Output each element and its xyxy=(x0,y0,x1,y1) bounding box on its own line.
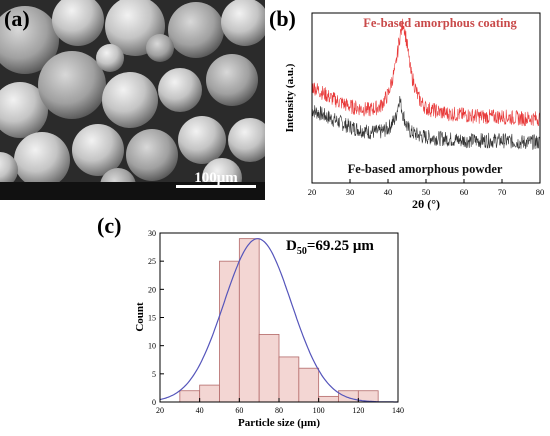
xrd-x-tick-label: 50 xyxy=(422,187,431,197)
xrd-x-tick-label: 60 xyxy=(460,187,469,197)
histogram-x-tick-label: 80 xyxy=(275,406,283,415)
powder-particle xyxy=(96,44,124,72)
powder-particle xyxy=(178,116,226,164)
powder-particle xyxy=(14,132,70,188)
xrd-x-tick-label: 80 xyxy=(536,187,545,197)
xrd-chart-panel: 20 30 40 50 60 70 80 2θ (°) Intensity (a.u.) F… xyxy=(265,0,550,215)
panel-b-label: (b) xyxy=(269,6,296,31)
powder-particle xyxy=(168,2,224,58)
powder-particle xyxy=(38,51,106,119)
powder-particle xyxy=(228,118,272,162)
xrd-coating-series xyxy=(311,18,541,127)
histogram-bar xyxy=(219,260,240,403)
xrd-x-tick-label: 20 xyxy=(308,187,317,197)
histogram-x-tick-label: 60 xyxy=(235,406,243,415)
sem-micrograph: 100μm xyxy=(0,0,272,204)
histogram-y-axis-label: Count xyxy=(134,302,146,332)
histogram-bar xyxy=(199,384,220,403)
histogram-bar xyxy=(238,238,260,403)
histogram-bar xyxy=(278,356,300,403)
powder-particle xyxy=(221,0,269,46)
histogram-y-tick-label: 25 xyxy=(148,257,156,266)
histogram-panel: 20 40 60 80 100 120 140 0 5 10 15 20 25 30 Particle s… xyxy=(95,205,550,431)
histogram-y-tick-label: 15 xyxy=(148,314,156,323)
powder-particle xyxy=(0,6,59,74)
histogram-y-tick-label: 30 xyxy=(148,229,156,238)
powder-particle xyxy=(206,54,258,106)
xrd-y-axis-label: Intensity (a.u.) xyxy=(284,63,296,132)
histogram-x-tick-label: 100 xyxy=(313,406,325,415)
powder-particle xyxy=(72,124,124,176)
xrd-powder-label: Fe-based amorphous powder xyxy=(348,162,503,176)
xrd-chart: 20 30 40 50 60 70 80 2θ (°) Intensity (a.u.) F… xyxy=(284,12,545,211)
powder-particle xyxy=(0,152,18,188)
histogram-bar xyxy=(258,333,280,403)
xrd-powder-series xyxy=(311,95,541,150)
histogram-bar xyxy=(338,390,359,403)
histogram-bar xyxy=(179,390,201,403)
d50-annotation: D50=69.25 μm xyxy=(286,238,374,257)
xrd-x-tick-label: 40 xyxy=(384,187,393,197)
histogram-x-tick-label: 140 xyxy=(392,406,404,415)
sem-image-panel: 100μm (a) xyxy=(0,0,272,204)
histogram-x-tick-label: 40 xyxy=(196,406,204,415)
xrd-x-tick-label: 70 xyxy=(498,187,507,197)
xrd-x-tick-label: 30 xyxy=(346,187,355,197)
panel-a-label: (a) xyxy=(4,6,30,31)
powder-particle xyxy=(102,72,158,128)
scale-bar-label: 100μm xyxy=(194,170,238,186)
particle-size-histogram: 20 40 60 80 100 120 140 0 5 10 15 20 25 30 Particle s… xyxy=(134,229,404,429)
histogram-x-tick-label: 120 xyxy=(352,406,364,415)
histogram-bar xyxy=(298,367,320,403)
xrd-x-axis-label: 2θ (°) xyxy=(412,197,440,211)
powder-particle xyxy=(52,0,104,46)
histogram-x-tick-label: 20 xyxy=(156,406,164,415)
histogram-y-tick-label: 20 xyxy=(148,285,156,294)
xrd-coating-label: Fe-based amorphous coating xyxy=(363,16,517,30)
histogram-y-tick-label: 0 xyxy=(152,398,156,407)
histogram-y-tick-label: 10 xyxy=(148,342,156,351)
panel-c-label: (c) xyxy=(97,213,122,238)
powder-particle xyxy=(0,82,48,138)
histogram-bar xyxy=(318,395,339,403)
histogram-y-tick-label: 5 xyxy=(152,370,156,379)
histogram-x-axis-label: Particle size (μm) xyxy=(238,417,320,429)
powder-particle xyxy=(146,34,174,62)
powder-particle xyxy=(158,68,202,112)
powder-particle xyxy=(126,129,178,181)
